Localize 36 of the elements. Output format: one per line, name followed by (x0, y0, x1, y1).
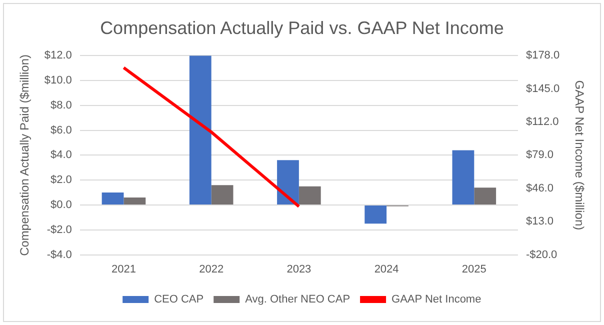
bar (189, 56, 212, 204)
bar (452, 150, 474, 204)
chart-title: Compensation Actually Paid vs. GAAP Net Income (100, 18, 504, 38)
y2-tick-label: $112.0 (526, 116, 559, 128)
bar (474, 188, 496, 204)
bar (102, 192, 124, 204)
x-tick-label: 2022 (199, 263, 224, 276)
y2-tick-label: $46.0 (526, 182, 554, 194)
y-tick-label: $2.0 (50, 174, 72, 186)
legend-label: Avg. Other NEO CAP (245, 294, 350, 306)
y-tick-label: $6.0 (50, 124, 72, 136)
y-tick-label: $0.0 (50, 199, 72, 212)
y2-tick-label: $145.0 (526, 82, 560, 95)
y2-tick-label: $79.0 (526, 149, 554, 162)
y2-tick-label: $178.0 (526, 50, 560, 62)
bar (277, 160, 299, 204)
legend-label: CEO CAP (154, 294, 204, 306)
x-tick-label: 2025 (462, 263, 486, 276)
y-tick-label: $12.0 (44, 50, 72, 62)
y-tick-label: $8.0 (50, 99, 72, 112)
x-tick-label: 2021 (111, 263, 136, 276)
bar (211, 185, 234, 204)
y-tick-label: -$4.0 (46, 248, 72, 261)
x-tick-label: 2023 (286, 263, 312, 276)
y-tick-label: $10.0 (44, 74, 72, 87)
x-tick-label: 2024 (374, 263, 399, 276)
bar (124, 198, 146, 204)
y2-tick-label: $13.0 (526, 216, 554, 228)
y2-tick-label: -$20.0 (526, 248, 558, 261)
y-axis-title: Compensation Actually Paid ($million) (18, 54, 32, 256)
y-tick-label: $4.0 (50, 149, 72, 162)
y2-axis-title: GAAP Net Income ($million) (572, 80, 586, 230)
bar (298, 186, 321, 204)
y-tick-label: -$2.0 (46, 224, 72, 236)
legend-label: GAAP Net Income (392, 294, 482, 306)
bar (364, 206, 387, 224)
